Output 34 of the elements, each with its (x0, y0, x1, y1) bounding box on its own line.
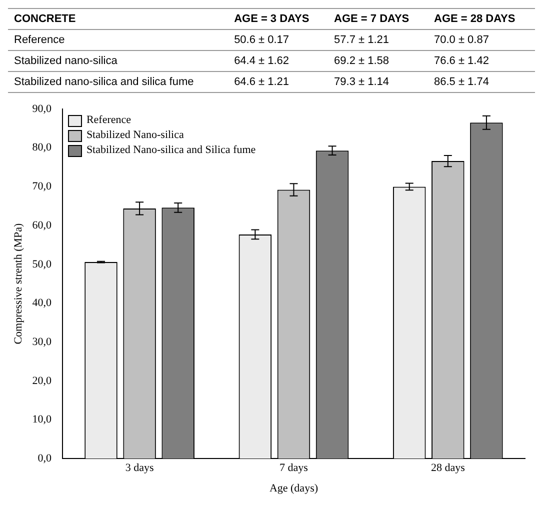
x-tick-label: 7 days (280, 462, 308, 474)
text: AGE = 28 DAYS (428, 8, 535, 30)
y-tick-label: 60,0 (32, 219, 52, 232)
y-axis-title: Compressive strenth (MPa) (12, 222, 24, 344)
text: 57.7 ± 1.21 (328, 30, 428, 50)
y-tick-label: 50,0 (32, 258, 52, 270)
y-tick-label: 20,0 (32, 374, 52, 387)
y-tick-label: 40,0 (32, 297, 52, 310)
y-tick-label: 10,0 (32, 414, 52, 426)
text: 69.2 ± 1.58 (328, 50, 428, 72)
text: AGE = 7 DAYS (328, 8, 428, 30)
text: CONCRETE (8, 8, 228, 30)
legend-label: Stabilized Nano-silica (86, 128, 184, 143)
legend-label: Reference (86, 113, 132, 128)
y-tick-label: 30,0 (32, 336, 52, 348)
text: 50.6 ± 0.17 (228, 30, 328, 50)
text: AGE = 3 DAYS (228, 8, 328, 30)
text: Reference (8, 30, 228, 50)
text: 64.6 ± 1.21 (228, 72, 328, 92)
text: Stabilized nano-silica and silica fume (8, 72, 228, 92)
x-axis-title: Age (days) (269, 482, 318, 494)
text: 86.5 ± 1.74 (428, 72, 535, 92)
y-tick-label: 0,0 (38, 452, 52, 464)
text: 79.3 ± 1.14 (328, 72, 428, 92)
x-tick-label: 28 days (430, 462, 465, 474)
y-tick-label: 90,0 (32, 102, 52, 115)
x-tick-label: 3 days (125, 462, 154, 474)
y-tick-label: 70,0 (32, 180, 52, 193)
text: Stabilized nano-silica (8, 50, 228, 72)
y-tick-label: 80,0 (32, 142, 52, 154)
text: 76.6 ± 1.42 (428, 50, 535, 72)
text: 64.4 ± 1.62 (228, 50, 328, 72)
legend-label: Stabilized Nano-silica and Silica fume (86, 143, 256, 158)
text: 70.0 ± 0.87 (428, 30, 535, 50)
